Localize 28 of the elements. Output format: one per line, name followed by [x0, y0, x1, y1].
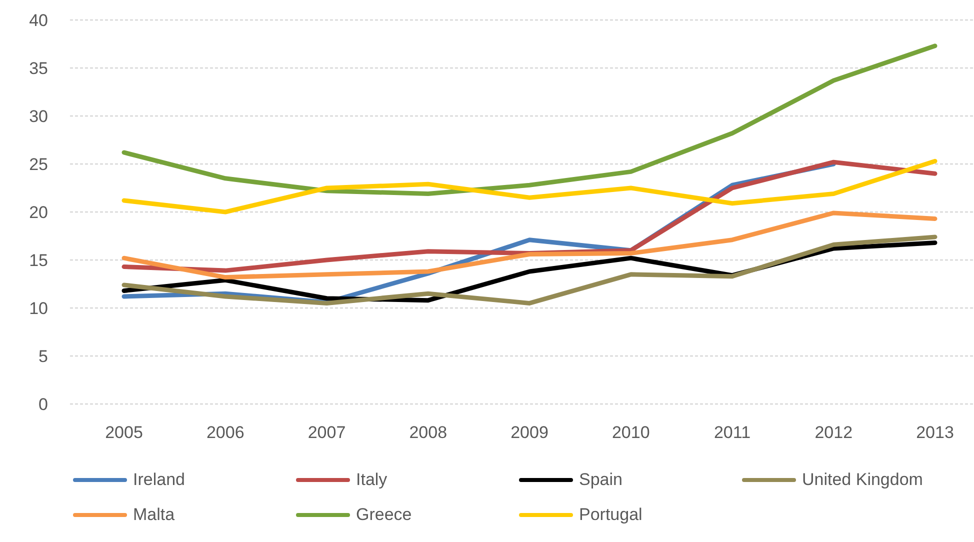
- x-tick-label: 2011: [714, 423, 751, 442]
- legend-label: Spain: [579, 470, 622, 490]
- y-tick-label: 25: [29, 155, 48, 174]
- x-tick-label: 2009: [510, 423, 548, 442]
- x-tick-label: 2006: [206, 423, 244, 442]
- y-tick-label: 20: [29, 203, 48, 222]
- x-tick-label: 2007: [308, 423, 346, 442]
- y-tick-label: 35: [29, 59, 48, 78]
- legend-label: United Kingdom: [802, 470, 923, 490]
- y-tick-label: 5: [38, 347, 48, 366]
- x-tick-label: 2012: [814, 423, 853, 442]
- legend-label: Greece: [356, 505, 412, 525]
- line-series: [122, 44, 938, 196]
- legend-label: Ireland: [133, 470, 185, 490]
- y-tick-label: 40: [29, 11, 48, 30]
- y-tick-label: 0: [38, 395, 48, 414]
- legend-label: Italy: [356, 470, 388, 490]
- y-tick-label: 10: [29, 299, 48, 318]
- x-tick-label: 2010: [612, 423, 650, 442]
- x-tick-label: 2008: [409, 423, 448, 442]
- x-tick-label: 2005: [105, 423, 143, 442]
- y-tick-label: 15: [29, 251, 48, 270]
- line-series: [122, 158, 938, 214]
- y-tick-label: 30: [29, 107, 48, 126]
- legend-label: Portugal: [579, 505, 642, 525]
- line-series: [122, 210, 938, 280]
- legend-label: Malta: [133, 505, 175, 525]
- x-tick-label: 2013: [916, 423, 954, 442]
